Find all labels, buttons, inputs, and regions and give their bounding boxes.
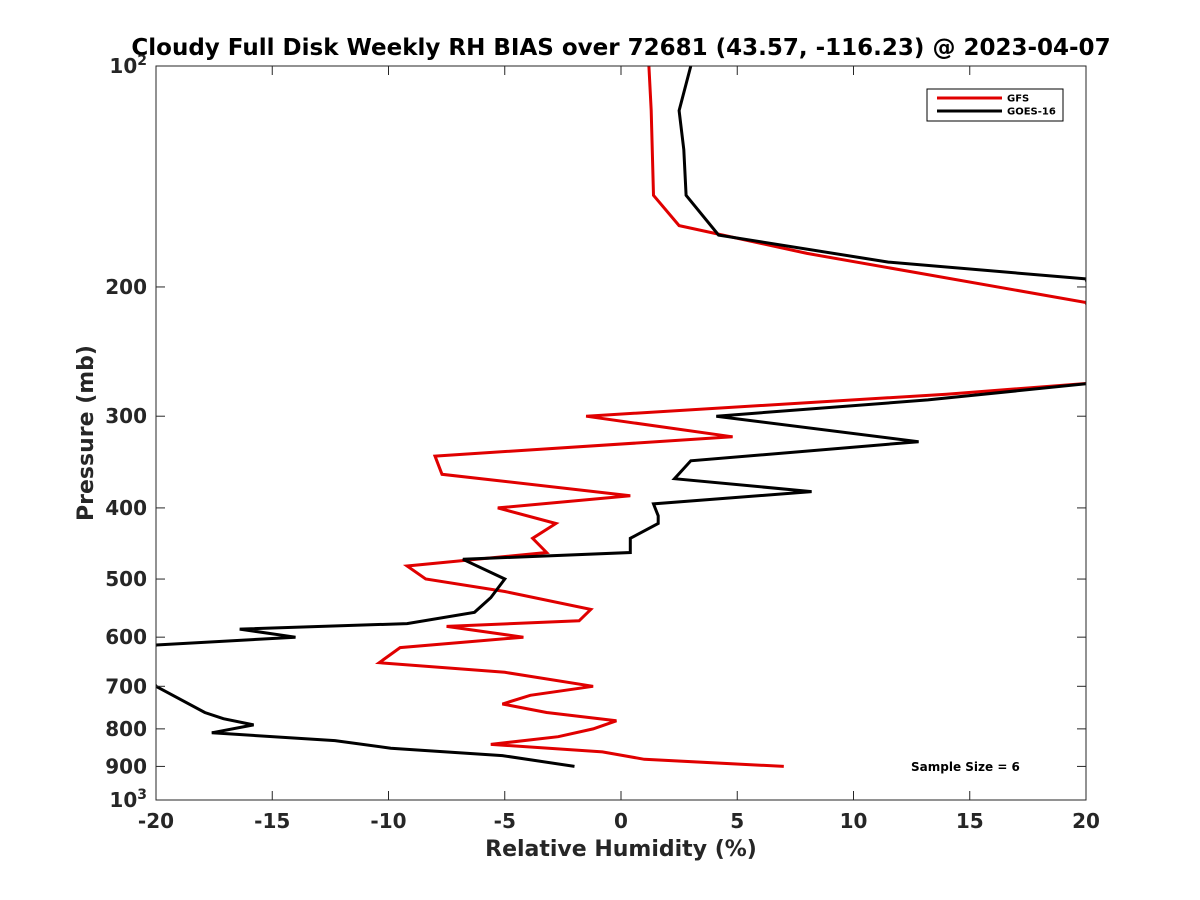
legend-box [926,88,1064,122]
y-tick-label: 103 [109,787,147,812]
y-axis-label: Pressure (mb) [74,345,99,521]
series-group [156,66,1086,768]
legend: GFS GOES-16 [926,88,1064,122]
y-tick-label: 200 [105,275,147,299]
y-axis: 102 200 300 400 500 600 700 800 900 103 [105,53,1086,812]
series-line-gfs [375,66,1086,768]
x-tick-label: -5 [494,809,516,833]
y-tick-label: 700 [105,674,147,698]
series-line-goes-16 [156,66,1086,768]
x-tick-label: 0 [614,809,628,833]
x-axis: -20 -15 -10 -5 0 5 10 15 20 [138,66,1100,833]
x-tick-label: -15 [254,809,290,833]
sample-size-annotation: Sample Size = 6 [911,760,1020,774]
y-tick-label: 600 [105,625,147,649]
x-tick-label: 20 [1072,809,1100,833]
plot-frame [155,65,1087,801]
x-tick-label: -10 [370,809,406,833]
x-tick-label: 15 [956,809,984,833]
x-tick-label: -20 [138,809,174,833]
x-tick-label: 5 [730,809,744,833]
y-tick-label: 500 [105,567,147,591]
y-tick-label: 900 [105,754,147,778]
legend-label: GFS [1007,94,1029,105]
y-tick-label: 300 [105,404,147,428]
legend-label: GOES-16 [1007,107,1056,118]
y-tick-label: 102 [109,53,147,78]
chart-title: Cloudy Full Disk Weekly RH BIAS over 726… [131,35,1110,61]
x-tick-label: 10 [840,809,868,833]
x-axis-label: Relative Humidity (%) [485,837,757,862]
y-tick-label: 800 [105,717,147,741]
y-tick-label: 400 [105,496,147,520]
